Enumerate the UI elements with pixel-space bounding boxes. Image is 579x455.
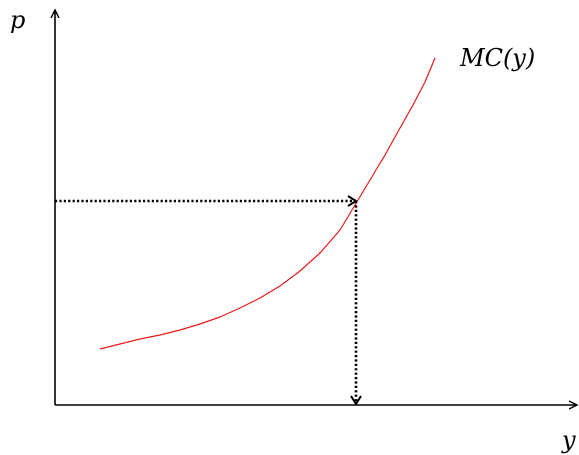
curve-label: MC(y) <box>459 44 535 72</box>
x-axis-label: y <box>561 426 576 454</box>
y-axis-label: p <box>10 6 25 34</box>
marginal-cost-curve <box>99 57 436 350</box>
